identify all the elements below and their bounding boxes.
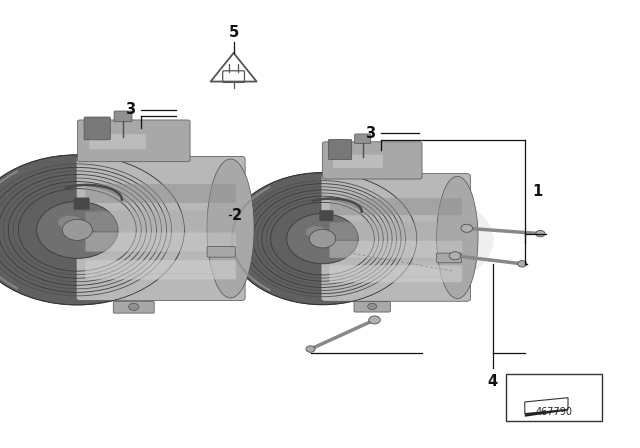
Ellipse shape [58, 215, 81, 229]
Circle shape [228, 172, 417, 305]
Text: 5: 5 [228, 26, 239, 40]
Bar [506, 374, 602, 421]
FancyBboxPatch shape [90, 134, 146, 149]
Text: 3: 3 [125, 102, 136, 117]
FancyBboxPatch shape [113, 302, 154, 313]
FancyBboxPatch shape [436, 253, 461, 263]
FancyBboxPatch shape [86, 233, 236, 252]
FancyBboxPatch shape [355, 134, 371, 144]
Circle shape [369, 316, 380, 324]
FancyBboxPatch shape [330, 198, 462, 215]
FancyBboxPatch shape [330, 223, 462, 240]
FancyBboxPatch shape [354, 302, 390, 312]
FancyBboxPatch shape [86, 184, 236, 203]
Circle shape [62, 220, 92, 241]
Ellipse shape [436, 177, 478, 298]
Polygon shape [525, 409, 568, 417]
Circle shape [367, 303, 377, 310]
Circle shape [449, 252, 461, 260]
FancyBboxPatch shape [321, 174, 470, 301]
Circle shape [36, 201, 118, 258]
Circle shape [461, 224, 472, 233]
Ellipse shape [29, 168, 271, 293]
Text: 4: 4 [488, 374, 498, 389]
Text: 2: 2 [232, 207, 242, 223]
Text: 1: 1 [532, 184, 543, 199]
Circle shape [129, 303, 139, 310]
Circle shape [536, 230, 545, 237]
Ellipse shape [207, 159, 254, 298]
FancyBboxPatch shape [86, 260, 236, 280]
FancyBboxPatch shape [114, 111, 132, 122]
Text: 3: 3 [365, 125, 376, 141]
Polygon shape [211, 53, 257, 82]
FancyBboxPatch shape [319, 211, 333, 221]
FancyBboxPatch shape [330, 241, 462, 258]
Ellipse shape [281, 185, 493, 295]
Ellipse shape [305, 226, 326, 238]
FancyBboxPatch shape [328, 139, 352, 159]
FancyBboxPatch shape [76, 156, 245, 301]
FancyBboxPatch shape [333, 155, 383, 168]
FancyBboxPatch shape [323, 142, 422, 179]
Polygon shape [525, 398, 568, 414]
FancyBboxPatch shape [77, 120, 190, 162]
FancyBboxPatch shape [330, 265, 462, 282]
Circle shape [309, 229, 336, 248]
FancyBboxPatch shape [84, 117, 110, 140]
FancyBboxPatch shape [207, 246, 236, 257]
Circle shape [0, 155, 184, 305]
FancyBboxPatch shape [86, 211, 236, 231]
Circle shape [287, 214, 358, 264]
Circle shape [306, 346, 315, 352]
FancyBboxPatch shape [74, 198, 90, 210]
Text: 467790: 467790 [535, 407, 572, 417]
Circle shape [518, 261, 527, 267]
